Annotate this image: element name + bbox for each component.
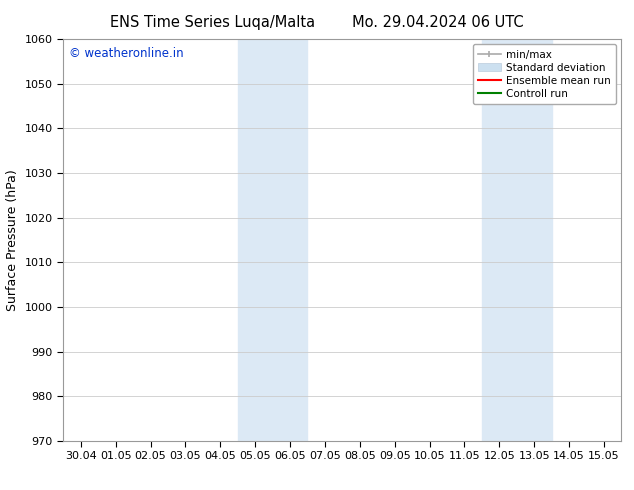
Text: © weatheronline.in: © weatheronline.in: [69, 47, 184, 60]
Text: ENS Time Series Luqa/Malta        Mo. 29.04.2024 06 UTC: ENS Time Series Luqa/Malta Mo. 29.04.202…: [110, 15, 524, 30]
Bar: [482, 39, 552, 441]
Bar: [238, 39, 307, 441]
Legend: min/max, Standard deviation, Ensemble mean run, Controll run: min/max, Standard deviation, Ensemble me…: [473, 45, 616, 104]
Y-axis label: Surface Pressure (hPa): Surface Pressure (hPa): [6, 169, 19, 311]
